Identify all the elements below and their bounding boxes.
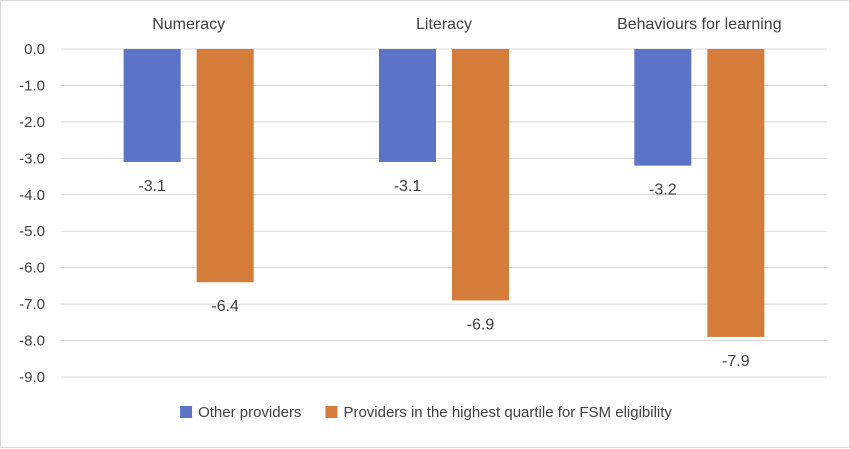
y-tick-label: -9.0: [19, 369, 45, 386]
data-label: -6.4: [211, 298, 239, 315]
data-label: -7.9: [722, 353, 750, 370]
bar: [123, 49, 181, 162]
legend-label: Providers in the highest quartile for FS…: [343, 404, 672, 421]
y-tick-label: -6.0: [19, 260, 45, 277]
data-label: -3.2: [649, 182, 677, 199]
y-tick-label: -4.0: [19, 187, 45, 204]
legend-label: Other providers: [198, 404, 301, 421]
data-label: -6.9: [467, 316, 495, 333]
legend-swatch: [180, 406, 193, 418]
y-tick-label: -8.0: [19, 333, 45, 350]
category-label: Numeracy: [152, 16, 225, 33]
bar: [634, 49, 692, 166]
bar: [452, 49, 509, 301]
data-label: -3.1: [394, 178, 422, 195]
y-tick-label: -2.0: [19, 114, 45, 131]
data-label: -3.1: [138, 178, 166, 195]
y-tick-label: -3.0: [19, 150, 45, 167]
bar: [707, 49, 765, 337]
legend-swatch: [325, 406, 338, 418]
y-tick-label: 0.0: [24, 41, 45, 58]
category-label: Behaviours for learning: [617, 16, 782, 33]
y-tick-label: -7.0: [19, 296, 45, 313]
y-tick-label: -5.0: [19, 223, 45, 240]
category-label: Literacy: [416, 16, 472, 33]
bar: [196, 49, 254, 283]
y-tick-label: -1.0: [19, 77, 45, 94]
bar: [379, 49, 436, 162]
